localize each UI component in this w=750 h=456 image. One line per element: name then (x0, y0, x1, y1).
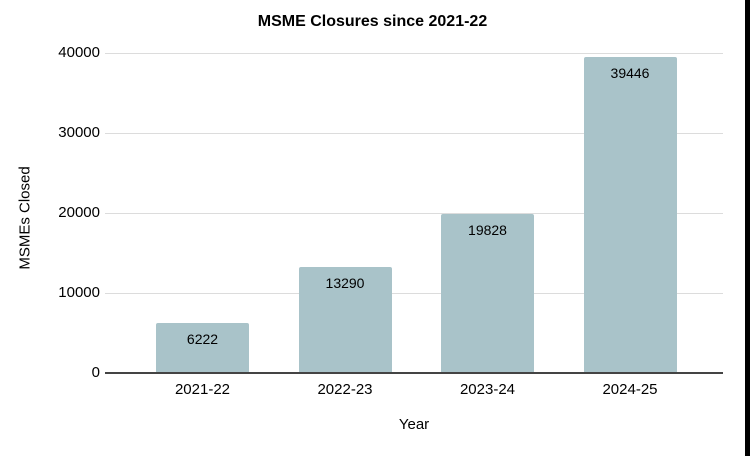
screen-right-edge-stripe (745, 0, 750, 456)
bar-value-label: 6222 (186, 331, 219, 348)
gridline (105, 212, 723, 214)
bar-value-label: 19828 (468, 222, 507, 239)
bar-value-label: 39446 (610, 65, 650, 82)
bar-value-label: 13290 (325, 274, 365, 291)
chart-title: MSME Closures since 2021-22 (257, 13, 488, 30)
x-axis-baseline (105, 372, 723, 374)
bar: 13290 (298, 266, 392, 373)
gridline (105, 52, 723, 54)
bar: 19828 (441, 214, 534, 373)
gridline (105, 132, 723, 134)
x-axis-title: Year (398, 416, 430, 433)
bar: 6222 (156, 323, 249, 373)
y-tick-label: 40000 (58, 44, 100, 61)
x-tick-label: 2021-22 (174, 381, 231, 398)
x-tick-label: 2022-23 (317, 381, 373, 398)
x-tick-label: 2024-25 (602, 381, 658, 398)
y-tick-label: 20000 (58, 204, 100, 221)
gridline (105, 292, 723, 294)
y-tick-label: 0 (91, 364, 100, 381)
y-tick-label: 10000 (58, 284, 100, 301)
y-tick-label: 30000 (58, 124, 100, 141)
bar: 39446 (583, 57, 677, 373)
x-tick-label: 2023-24 (459, 381, 516, 398)
plot-area: 6222 13290 19828 39446 (105, 52, 723, 374)
